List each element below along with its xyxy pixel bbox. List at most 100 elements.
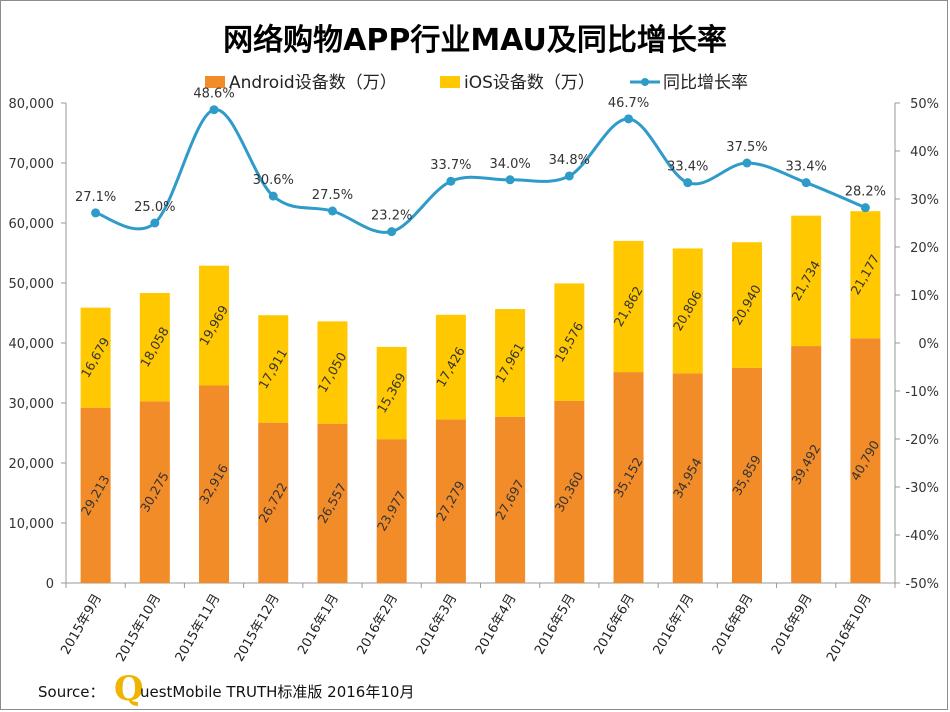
x-tick-label: 2016年10月: [824, 592, 875, 665]
y-left-tick-label: 80,000: [9, 97, 55, 112]
growth-point: [801, 178, 811, 188]
y-right-tick-label: 40%: [910, 145, 939, 160]
y-right-tick-label: 30%: [910, 193, 939, 208]
y-right-tick-label: -40%: [905, 529, 939, 544]
growth-label: 28.2%: [845, 185, 886, 200]
y-right-tick-label: -50%: [905, 577, 939, 592]
growth-point: [268, 191, 278, 201]
source-text: uestMobile TRUTH标准版 2016年10月: [140, 683, 414, 701]
growth-point: [505, 175, 515, 185]
growth-label: 34.0%: [489, 157, 530, 172]
y-left-tick-label: 50,000: [9, 277, 55, 292]
x-tick-label: 2016年4月: [473, 592, 520, 658]
bar-ios: [613, 240, 644, 373]
y-left-tick-label: 70,000: [9, 157, 55, 172]
y-left-tick-label: 60,000: [9, 217, 55, 232]
y-left-tick-label: 0: [46, 577, 54, 592]
growth-label: 46.7%: [608, 96, 649, 111]
legend-swatch-android: [205, 76, 225, 88]
y-right-tick-label: -20%: [905, 433, 939, 448]
growth-label: 34.8%: [549, 153, 590, 168]
bar-ios: [139, 293, 170, 402]
growth-point: [446, 176, 456, 186]
source-prefix: Source：: [38, 683, 105, 701]
growth-point: [91, 208, 101, 218]
y-right-tick-label: 0%: [918, 337, 939, 352]
x-tick-label: 2016年5月: [532, 592, 579, 658]
x-tick-label: 2016年9月: [769, 592, 816, 658]
source-note: Source： Q uestMobile TRUTH标准版 2016年10月: [38, 669, 414, 709]
bar-ios: [850, 211, 881, 339]
growth-point: [742, 158, 752, 168]
bar-ios: [554, 283, 585, 401]
x-tick-label: 2016年8月: [710, 592, 757, 658]
bar-ios: [376, 346, 407, 440]
growth-point: [624, 114, 634, 124]
bar-android: [495, 416, 526, 583]
growth-point: [209, 105, 219, 115]
bar-ios: [731, 242, 762, 368]
y-left-tick-label: 30,000: [9, 397, 55, 412]
growth-point: [564, 171, 574, 181]
y-left-tick-label: 40,000: [9, 337, 55, 352]
bar-ios: [435, 314, 466, 420]
bar-ios: [80, 307, 111, 408]
bar-android: [850, 338, 881, 583]
growth-label: 25.0%: [134, 200, 175, 215]
bar-android: [672, 373, 703, 583]
x-tick-label: 2016年6月: [591, 592, 638, 658]
bar-android: [554, 400, 585, 583]
y-right-tick-label: 20%: [910, 241, 939, 256]
x-tick-label: 2016年3月: [414, 592, 461, 658]
growth-point: [327, 206, 337, 216]
bar-android: [435, 419, 466, 583]
questmobile-logo-letter: Q: [114, 669, 144, 709]
growth-label: 23.2%: [371, 209, 412, 224]
bar-ios: [672, 248, 703, 374]
bar-android: [139, 401, 170, 583]
bar-android: [731, 367, 762, 583]
growth-point: [683, 178, 693, 188]
y-right-tick-label: 50%: [910, 97, 939, 112]
bar-android: [258, 422, 289, 583]
bar-ios: [199, 265, 230, 386]
bar-android: [613, 372, 644, 583]
y-left-tick-label: 20,000: [9, 457, 55, 472]
legend-label-ios: iOS设备数（万）: [464, 73, 595, 93]
growth-point: [150, 218, 160, 228]
growth-point: [387, 227, 397, 237]
y-right-tick-label: -30%: [905, 481, 939, 496]
x-tick-label: 2015年10月: [113, 592, 164, 665]
legend-swatch-ios: [440, 76, 460, 88]
chart-title: 网络购物APP行业MAU及同比增长率: [223, 23, 727, 58]
y-right-tick-label: -10%: [905, 385, 939, 400]
legend-label-growth: 同比增长率: [663, 73, 748, 93]
growth-label: 33.7%: [430, 158, 471, 173]
growth-label: 33.4%: [786, 160, 827, 175]
x-tick-label: 2015年11月: [173, 592, 224, 665]
legend: Android设备数（万） iOS设备数（万） 同比增长率: [205, 73, 748, 93]
growth-label: 33.4%: [667, 160, 708, 175]
bar-android: [317, 423, 348, 583]
bar-android: [199, 385, 230, 583]
bar-ios: [258, 315, 289, 423]
x-tick-label: 2016年2月: [354, 592, 401, 658]
x-tick-label: 2016年7月: [651, 592, 698, 658]
growth-point: [860, 203, 870, 213]
growth-label: 27.5%: [312, 188, 353, 203]
x-tick-label: 2016年1月: [295, 592, 342, 658]
x-tick-label: 2015年12月: [232, 592, 283, 665]
x-tick-label: 2015年9月: [58, 592, 105, 658]
bar-ios: [791, 215, 822, 347]
y-left-tick-label: 10,000: [9, 517, 55, 532]
bar-ios: [495, 309, 526, 417]
growth-label: 27.1%: [75, 190, 116, 205]
legend-label-android: Android设备数（万）: [229, 73, 397, 93]
legend-marker-growth: [641, 78, 649, 86]
growth-line: [95, 108, 866, 234]
bar-android: [80, 407, 111, 583]
y-right-tick-label: 10%: [910, 289, 939, 304]
growth-label: 37.5%: [726, 140, 767, 155]
